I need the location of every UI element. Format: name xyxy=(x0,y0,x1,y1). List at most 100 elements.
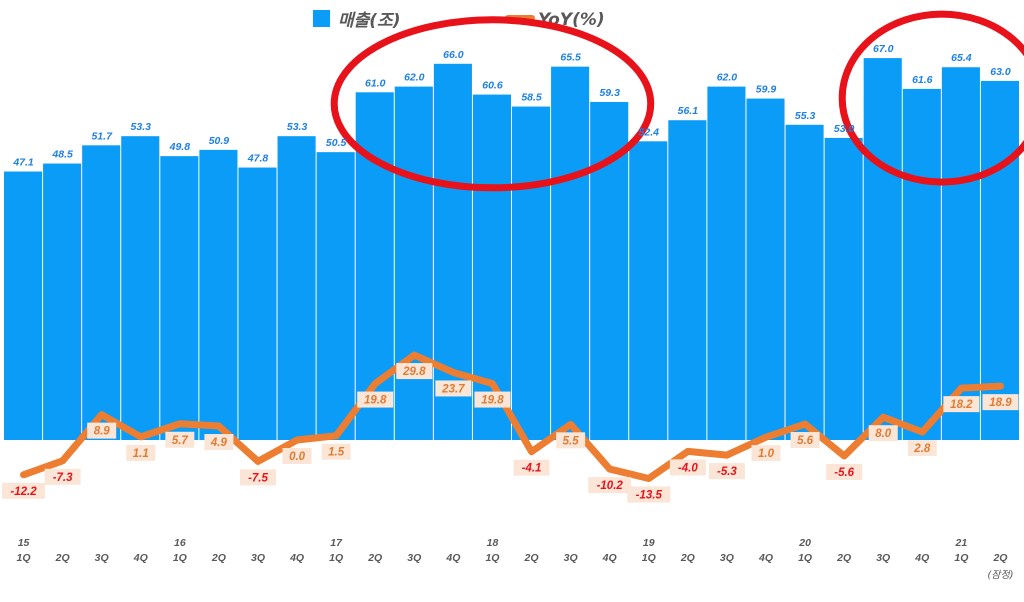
yoy-label-box xyxy=(435,380,472,397)
yoy-value-label: 5.7 xyxy=(172,435,189,447)
yoy-label-box xyxy=(868,425,898,442)
yoy-line-layer xyxy=(20,351,1004,482)
bar xyxy=(238,167,277,441)
yoy-label-box xyxy=(669,459,706,476)
bar-value-label: 55.3 xyxy=(795,110,816,122)
bar-value-label: 63.0 xyxy=(990,66,1011,78)
yoy-value-label: 8.9 xyxy=(94,426,111,438)
yoy-label-box xyxy=(708,463,745,480)
yoy-value-label: 2.8 xyxy=(913,443,931,455)
bar-value-label: 62.0 xyxy=(404,72,425,84)
x-tick-quarter-label: 3Q xyxy=(564,552,578,564)
yoy-label-box xyxy=(474,391,511,408)
bar-value-label: 49.8 xyxy=(169,141,191,153)
x-tick-quarter-label: 3Q xyxy=(876,552,890,564)
bar xyxy=(824,137,863,440)
x-tick-quarter-label: 3Q xyxy=(251,552,265,564)
x-tick-quarter-label: 2Q xyxy=(836,552,851,564)
x-tick-quarter-label: 4Q xyxy=(602,552,617,564)
x-tick-year-label: 19 xyxy=(643,537,655,549)
x-tick-quarter-label: 3Q xyxy=(95,552,109,564)
x-tick-quarter-label: 2Q xyxy=(211,552,226,564)
bar xyxy=(43,163,82,441)
x-tick-quarter-label: 1Q xyxy=(954,552,968,564)
bar xyxy=(863,58,902,440)
bar-value-label: 60.6 xyxy=(482,80,503,92)
yoy-value-label: -10.2 xyxy=(597,480,624,492)
x-tick-quarter-label: 2Q xyxy=(524,552,539,564)
bar xyxy=(902,88,941,440)
bar-value-label: 59.3 xyxy=(599,87,620,99)
bar-value-label: 58.5 xyxy=(521,92,542,104)
yoy-value-label: -4.1 xyxy=(522,463,542,475)
x-tick-year-label: 17 xyxy=(330,537,343,549)
bar-value-label: 53.0 xyxy=(834,123,855,135)
bar-value-label: 47.8 xyxy=(247,153,269,165)
bar-value-label: 65.4 xyxy=(951,52,972,64)
bar-value-label: 47.1 xyxy=(12,157,34,169)
x-tick-quarter-label: 1Q xyxy=(642,552,656,564)
bar-value-label: 53.3 xyxy=(131,121,152,133)
x-tick-quarter-label: 2Q xyxy=(680,552,695,564)
x-tick-year-label: 20 xyxy=(798,537,811,549)
x-tick-quarter-label: 3Q xyxy=(407,552,421,564)
bar xyxy=(707,86,746,440)
yoy-value-label: -5.6 xyxy=(834,467,854,479)
yoy-label-box xyxy=(126,444,156,461)
x-tick-quarter-label: 3Q xyxy=(720,552,734,564)
bar xyxy=(121,136,160,440)
x-tick-quarter-label: 1Q xyxy=(485,552,499,564)
bar-value-label: 66.0 xyxy=(443,49,464,61)
yoy-value-label: -7.3 xyxy=(53,472,73,484)
bar xyxy=(980,80,1019,441)
yoy-label-box xyxy=(627,486,671,503)
bar-labels-layer: 47.1 48.5 51.7 53.3 49.8 50.9 47.8 53.3 50.5 61.0… xyxy=(12,43,1011,168)
yoy-value-label: -7.5 xyxy=(248,472,268,484)
x-tick-provisional-note: (잠정) xyxy=(987,569,1013,581)
x-tick-quarter-label: 1Q xyxy=(329,552,343,564)
yoy-value-label: 1.5 xyxy=(328,447,345,459)
bar xyxy=(82,145,121,440)
yoy-value-label: 18.9 xyxy=(989,397,1012,409)
bar-value-label: 67.0 xyxy=(873,43,894,55)
yoy-label-box xyxy=(165,431,195,448)
yoy-line xyxy=(20,351,1004,482)
bar-value-label: 61.6 xyxy=(912,74,933,86)
bars-layer xyxy=(4,58,1019,441)
yoy-value-label: 18.2 xyxy=(950,399,973,411)
x-tick-quarter-label: 2Q xyxy=(367,552,382,564)
bar xyxy=(199,149,238,440)
x-tick-quarter-label: 4Q xyxy=(914,552,929,564)
bar xyxy=(551,66,590,441)
bar-value-label: 48.5 xyxy=(51,149,73,161)
bar xyxy=(668,120,707,440)
yoy-label-box xyxy=(87,422,117,439)
yoy-value-label: 1.0 xyxy=(758,448,775,460)
x-tick-quarter-label: 4Q xyxy=(445,552,460,564)
x-tick-year-label: 18 xyxy=(487,537,499,549)
bar-value-label: 62.0 xyxy=(717,72,738,84)
bar-value-label: 51.7 xyxy=(91,130,113,142)
bar-value-label: 59.9 xyxy=(756,84,777,96)
x-tick-quarter-label: 1Q xyxy=(798,552,812,564)
yoy-label-box xyxy=(282,448,312,464)
yoy-value-label: 1.1 xyxy=(133,448,149,460)
yoy-value-label: 8.0 xyxy=(875,428,892,440)
yoy-label-box xyxy=(943,396,980,413)
yoy-value-label: 29.8 xyxy=(402,366,426,378)
yoy-label-box xyxy=(2,482,46,499)
legend-sales-swatch xyxy=(313,10,330,27)
x-tick-quarter-label: 2Q xyxy=(55,552,70,564)
yoy-labels-layer: -12.2 -7.3 8.9 1.1 5.7 4.9 -7.5 0.0 1.5 19.8 29.8 2… xyxy=(2,363,1019,503)
x-tick-quarter-label: 1Q xyxy=(17,552,31,564)
bar xyxy=(629,141,668,440)
bar-value-label: 50.9 xyxy=(209,135,230,147)
yoy-value-label: 19.8 xyxy=(481,395,504,407)
yoy-value-label: 19.8 xyxy=(364,395,387,407)
yoy-label-box xyxy=(357,391,394,408)
x-tick-year-label: 21 xyxy=(955,537,968,549)
bar xyxy=(394,86,433,440)
bar-value-label: 53.3 xyxy=(287,121,308,133)
bar xyxy=(512,106,551,441)
